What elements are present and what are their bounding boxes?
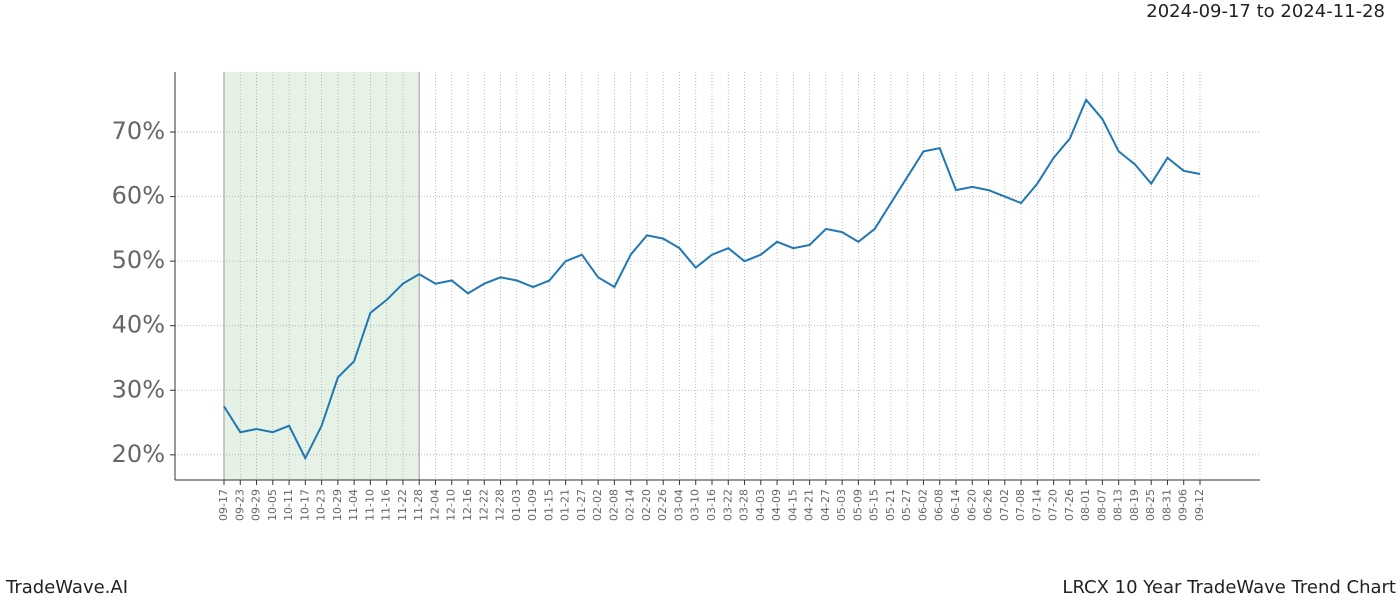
x-tick-label: 03-04	[672, 489, 685, 521]
x-tick-label: 02-20	[640, 489, 653, 521]
x-tick-label: 11-22	[396, 489, 409, 521]
line	[223, 97, 1201, 461]
x-tick-label: 11-10	[363, 489, 376, 521]
x-tick-label: 03-28	[738, 489, 751, 521]
x-tick-label: 03-10	[689, 489, 702, 521]
x-tick-label: 02-26	[656, 489, 669, 521]
x-tick-label: 01-03	[510, 489, 523, 521]
x-tick-label: 02-08	[607, 489, 620, 521]
x-tick-label: 05-15	[868, 489, 881, 521]
x-tick-label: 09-23	[233, 489, 246, 521]
x-tick-label: 09-06	[1177, 489, 1190, 521]
x-tick-label: 06-26	[982, 489, 995, 521]
x-tick-label: 09-17	[217, 489, 230, 521]
x-tick-label: 05-09	[851, 489, 864, 521]
x-tick-label: 02-02	[591, 489, 604, 521]
y-tick-label: 30%	[112, 375, 165, 403]
x-tick-label: 11-04	[347, 489, 360, 521]
x-tick-label: 06-08	[933, 489, 946, 521]
x-tick-label: 05-21	[884, 489, 897, 521]
x-tick-label: 04-21	[803, 489, 816, 521]
x-tick-label: 10-11	[282, 489, 295, 521]
y-tick-label: 60%	[112, 182, 165, 210]
x-tick-label: 06-14	[949, 489, 962, 521]
x-tick-label: 08-19	[1128, 489, 1141, 521]
x-tick-label: 05-03	[835, 489, 848, 521]
x-tick-label: 11-16	[380, 489, 393, 521]
y-tick-label: 20%	[112, 440, 165, 468]
x-tick-label: 06-20	[965, 489, 978, 521]
x-tick-label: 11-28	[412, 489, 425, 521]
x-tick-label: 10-29	[331, 489, 344, 521]
x-tick-label: 07-26	[1063, 489, 1076, 521]
x-tick-label: 09-12	[1193, 489, 1206, 521]
x-tick-label: 12-16	[461, 489, 474, 521]
x-tick-label: 02-14	[624, 489, 637, 521]
x-tick-label: 08-07	[1095, 489, 1108, 521]
x-tick-label: 01-09	[526, 489, 539, 521]
x-tick-label: 07-02	[998, 489, 1011, 521]
x-tick-label: 12-28	[494, 489, 507, 521]
footer-left: TradeWave.AI	[5, 577, 128, 598]
x-tick-label: 01-21	[559, 489, 572, 521]
x-tick-label: 04-09	[770, 489, 783, 521]
x-tick-label: 03-16	[705, 489, 718, 521]
x-tick-label: 06-02	[916, 489, 929, 521]
x-tick-label: 08-01	[1079, 489, 1092, 521]
footer-right: LRCX 10 Year TradeWave Trend Chart	[1062, 577, 1396, 598]
chart-title: 2024-09-17 to 2024-11-28	[1146, 1, 1385, 22]
y-tick-label: 70%	[112, 117, 165, 145]
x-tick-label: 01-27	[575, 489, 588, 521]
y-tick-label: 50%	[112, 246, 165, 274]
x-tick-label: 08-25	[1144, 489, 1157, 521]
y-tick-label: 40%	[112, 311, 165, 339]
x-tick-label: 05-27	[900, 489, 913, 521]
x-tick-label: 12-10	[445, 489, 458, 521]
x-tick-label: 10-23	[315, 489, 328, 521]
x-tick-label: 04-03	[754, 489, 767, 521]
x-tick-label: 04-27	[819, 489, 832, 521]
x-tick-label: 10-05	[266, 489, 279, 521]
x-tick-label: 04-15	[786, 489, 799, 521]
x-tick-label: 12-04	[428, 489, 441, 521]
x-tick-label: 12-22	[477, 489, 490, 521]
x-tick-label: 07-14	[1030, 489, 1043, 521]
x-tick-label: 10-17	[298, 489, 311, 521]
x-tick-label: 08-31	[1160, 489, 1173, 521]
x-tick-label: 03-22	[721, 489, 734, 521]
x-tick-label: 07-20	[1047, 489, 1060, 521]
x-tick-label: 01-15	[542, 489, 555, 521]
x-tick-label: 07-08	[1014, 489, 1027, 521]
x-tick-label: 09-29	[250, 489, 263, 521]
x-tick-label: 08-13	[1112, 489, 1125, 521]
